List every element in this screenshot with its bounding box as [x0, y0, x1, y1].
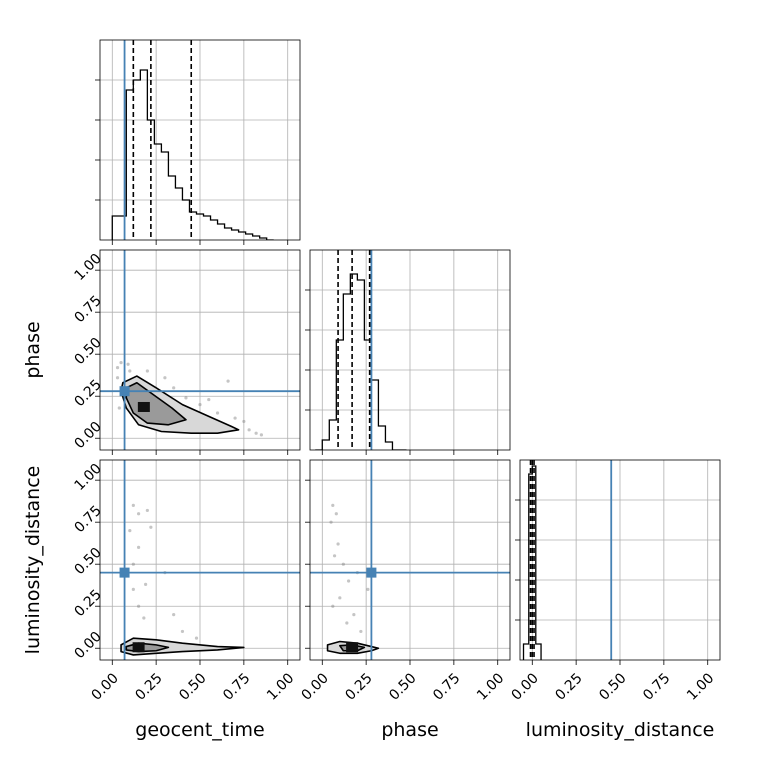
x-tick-label: 0.00: [299, 670, 332, 703]
density-peak-phase-vs-luminosity_distance: [346, 642, 359, 653]
sample-point: [131, 562, 135, 566]
sample-point: [136, 512, 141, 516]
y-axis-label-luminosity-distance: luminosity_distance: [22, 466, 44, 655]
sample-point: [145, 508, 149, 513]
sample-point: [345, 621, 349, 625]
density-peak-geocent_time-vs-phase: [137, 401, 150, 412]
sample-point: [331, 503, 335, 507]
truth-marker-geocent_time-vs-luminosity_distance: [119, 567, 130, 578]
x-tick-label: 0.75: [430, 670, 463, 703]
sample-point: [215, 411, 220, 415]
sample-point: [247, 428, 251, 432]
x-tick-label: 0.50: [596, 670, 629, 703]
sample-point: [226, 379, 230, 383]
sample-point: [172, 613, 176, 617]
x-tick-label: 1.00: [264, 670, 297, 703]
sample-point: [128, 528, 132, 533]
sample-point: [136, 604, 141, 608]
truth-marker-phase-vs-luminosity_distance: [366, 567, 377, 578]
sample-point: [128, 369, 132, 373]
sample-point: [117, 406, 121, 410]
sample-point: [131, 587, 135, 592]
sample-point: [341, 562, 345, 566]
sample-point: [259, 433, 264, 437]
sample-point: [198, 403, 202, 407]
sample-point: [180, 629, 185, 634]
sample-point: [115, 366, 120, 370]
sample-point: [233, 416, 237, 420]
sample-point: [346, 579, 351, 583]
sample-point: [332, 554, 337, 558]
sample-point: [144, 582, 148, 586]
histogram-phase: [315, 273, 407, 450]
sample-point: [242, 419, 246, 424]
x-axis-label-geocent-time: geocent_time: [135, 719, 264, 741]
x-axis-label-phase: phase: [381, 719, 438, 741]
contour-inner-geocent_time-vs-phase: [125, 381, 187, 426]
x-tick-label: 0.50: [176, 670, 209, 703]
x-tick-label: 0.50: [386, 670, 419, 703]
sample-point: [142, 616, 146, 620]
sample-point: [131, 503, 135, 507]
sample-point: [119, 361, 123, 365]
sample-point: [352, 613, 356, 617]
x-tick-label: 0.25: [552, 670, 585, 703]
x-tick-label: 0.00: [89, 670, 122, 703]
sample-point: [359, 629, 363, 634]
sample-point: [334, 512, 338, 516]
x-tick-label: 0.25: [342, 670, 375, 703]
y-axis-label-phase: phase: [22, 321, 44, 378]
sample-point: [172, 386, 176, 390]
sample-point: [331, 604, 335, 608]
sample-point: [115, 376, 120, 380]
sample-point: [194, 636, 199, 640]
sample-point: [163, 376, 167, 380]
sample-point: [136, 545, 141, 549]
sample-point: [184, 396, 188, 400]
x-tick-label: 0.75: [220, 670, 253, 703]
density-peak-geocent_time-vs-luminosity_distance: [132, 642, 145, 653]
sample-point: [366, 587, 370, 592]
truth-marker-geocent_time-vs-phase: [119, 386, 130, 397]
sample-point: [338, 596, 342, 600]
sample-point: [336, 542, 340, 546]
sample-point: [207, 397, 211, 402]
sample-point: [126, 362, 130, 366]
sample-point: [329, 520, 333, 524]
sample-point: [254, 431, 258, 435]
x-tick-label: 1.00: [474, 670, 507, 703]
x-tick-label: 0.75: [640, 670, 673, 703]
histogram-geocent_time: [111, 69, 274, 240]
x-axis-label-luminosity-distance: luminosity_distance: [526, 719, 715, 741]
sample-point: [149, 525, 153, 529]
x-tick-label: 0.25: [132, 670, 165, 703]
x-tick-label: 0.00: [509, 670, 542, 703]
x-tick-label: 1.00: [684, 670, 717, 703]
sample-point: [145, 369, 149, 373]
